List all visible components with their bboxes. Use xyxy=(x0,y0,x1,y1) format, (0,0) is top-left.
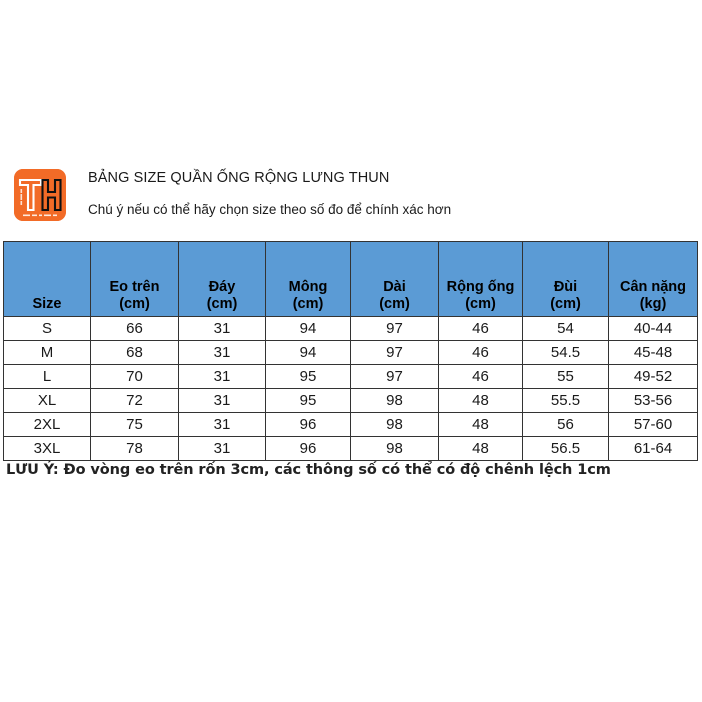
cell-dui: 55 xyxy=(522,364,609,389)
cell-rong-ong: 46 xyxy=(438,364,523,389)
column-header-mong-name: Mông xyxy=(288,279,328,295)
table-row: L 70 31 95 97 46 55 49-52 xyxy=(3,364,698,389)
th-brand-logo-icon xyxy=(14,169,66,221)
table-row: M 68 31 94 97 46 54.5 45-48 xyxy=(3,340,698,365)
cell-mong: 96 xyxy=(265,436,351,461)
cell-mong: 94 xyxy=(265,340,351,365)
column-header-day: Đáy (cm) xyxy=(178,241,266,317)
cell-day: 31 xyxy=(178,412,266,437)
column-header-rong-ong-unit: (cm) xyxy=(465,296,496,312)
cell-can-nang: 61-64 xyxy=(608,436,698,461)
column-header-eo-tren-unit: (cm) xyxy=(119,296,150,312)
column-header-day-unit: (cm) xyxy=(206,296,238,312)
table-row: S 66 31 94 97 46 54 40-44 xyxy=(3,316,698,341)
cell-eo-tren: 78 xyxy=(90,436,179,461)
cell-day: 31 xyxy=(178,316,266,341)
cell-eo-tren: 70 xyxy=(90,364,179,389)
cell-day: 31 xyxy=(178,388,266,413)
column-header-dui-name: Đùi xyxy=(553,279,578,295)
cell-mong: 95 xyxy=(265,388,351,413)
cell-dai: 97 xyxy=(350,340,439,365)
chart-header: BẢNG SIZE QUẦN ỐNG RỘNG LƯNG THUN Chú ý … xyxy=(0,160,702,236)
size-chart-table: Size Eo trên (cm) Đáy (cm) Mông (cm) Dài… xyxy=(3,241,698,461)
table-row: 3XL 78 31 96 98 48 56.5 61-64 xyxy=(3,436,698,461)
table-row: XL 72 31 95 98 48 55.5 53-56 xyxy=(3,388,698,413)
footer-note: LƯU Ý: Đo vòng eo trên rốn 3cm, các thôn… xyxy=(6,462,611,478)
column-header-dai-unit: (cm) xyxy=(379,296,410,312)
cell-rong-ong: 48 xyxy=(438,412,523,437)
cell-rong-ong: 48 xyxy=(438,436,523,461)
column-header-can-nang-name: Cân nặng xyxy=(619,279,687,295)
table-header: Size Eo trên (cm) Đáy (cm) Mông (cm) Dài… xyxy=(3,241,698,317)
column-header-rong-ong-name: Rộng ống xyxy=(446,279,515,295)
cell-dai: 98 xyxy=(350,388,439,413)
column-header-dai-name: Dài xyxy=(383,279,406,295)
cell-dui: 56 xyxy=(522,412,609,437)
page-subtitle: Chú ý nếu có thể hãy chọn size theo số đ… xyxy=(88,202,452,217)
cell-size: S xyxy=(3,316,91,341)
cell-rong-ong: 48 xyxy=(438,388,523,413)
cell-dai: 98 xyxy=(350,412,439,437)
cell-day: 31 xyxy=(178,340,266,365)
column-header-can-nang: Cân nặng (kg) xyxy=(608,241,698,317)
cell-dai: 98 xyxy=(350,436,439,461)
cell-mong: 94 xyxy=(265,316,351,341)
page-title: BẢNG SIZE QUẦN ỐNG RỘNG LƯNG THUN xyxy=(88,170,390,186)
cell-day: 31 xyxy=(178,364,266,389)
column-header-rong-ong: Rộng ống (cm) xyxy=(438,241,523,317)
table-header-row: Size Eo trên (cm) Đáy (cm) Mông (cm) Dài… xyxy=(3,241,698,317)
table-body: S 66 31 94 97 46 54 40-44 M 68 31 94 97 … xyxy=(3,316,698,461)
column-header-eo-tren: Eo trên (cm) xyxy=(90,241,179,317)
cell-dai: 97 xyxy=(350,364,439,389)
column-header-dai: Dài (cm) xyxy=(350,241,439,317)
table-row: 2XL 75 31 96 98 48 56 57-60 xyxy=(3,412,698,437)
column-header-size-name: Size xyxy=(32,296,62,312)
cell-can-nang: 57-60 xyxy=(608,412,698,437)
column-header-dui-unit: (cm) xyxy=(550,296,581,312)
cell-can-nang: 45-48 xyxy=(608,340,698,365)
cell-size: L xyxy=(3,364,91,389)
cell-can-nang: 53-56 xyxy=(608,388,698,413)
cell-can-nang: 49-52 xyxy=(608,364,698,389)
column-header-mong-unit: (cm) xyxy=(292,296,324,312)
cell-rong-ong: 46 xyxy=(438,340,523,365)
cell-dai: 97 xyxy=(350,316,439,341)
cell-eo-tren: 66 xyxy=(90,316,179,341)
cell-size: 3XL xyxy=(3,436,91,461)
column-header-can-nang-unit: (kg) xyxy=(639,296,667,312)
cell-mong: 95 xyxy=(265,364,351,389)
cell-rong-ong: 46 xyxy=(438,316,523,341)
cell-dui: 56.5 xyxy=(522,436,609,461)
cell-eo-tren: 68 xyxy=(90,340,179,365)
cell-dui: 54.5 xyxy=(522,340,609,365)
cell-day: 31 xyxy=(178,436,266,461)
column-header-dui: Đùi (cm) xyxy=(522,241,609,317)
cell-size: M xyxy=(3,340,91,365)
cell-eo-tren: 72 xyxy=(90,388,179,413)
cell-mong: 96 xyxy=(265,412,351,437)
column-header-mong: Mông (cm) xyxy=(265,241,351,317)
cell-dui: 54 xyxy=(522,316,609,341)
column-header-day-name: Đáy xyxy=(208,279,236,295)
cell-size: XL xyxy=(3,388,91,413)
header-text-block: BẢNG SIZE QUẦN ỐNG RỘNG LƯNG THUN Chú ý … xyxy=(88,160,451,219)
column-header-eo-tren-name: Eo trên xyxy=(109,279,160,295)
cell-dui: 55.5 xyxy=(522,388,609,413)
column-header-size: Size xyxy=(3,241,91,317)
cell-can-nang: 40-44 xyxy=(608,316,698,341)
cell-size: 2XL xyxy=(3,412,91,437)
cell-eo-tren: 75 xyxy=(90,412,179,437)
